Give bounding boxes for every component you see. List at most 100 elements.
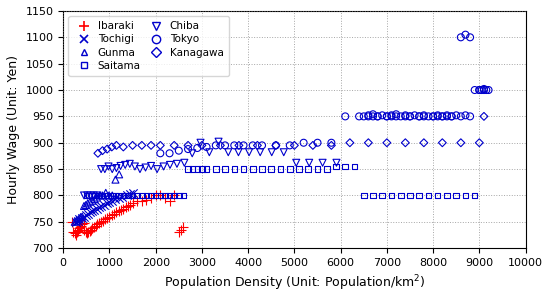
Saitama	[249, 167, 257, 172]
Gunma	[98, 193, 107, 198]
Saitama	[119, 193, 128, 198]
Saitama	[111, 193, 120, 198]
Ibaraki	[72, 230, 81, 235]
Kanagawa	[112, 143, 121, 148]
Tochigi	[85, 210, 94, 215]
Saitama	[156, 193, 164, 198]
Gunma	[111, 177, 120, 182]
Tokyo	[382, 114, 391, 119]
Ibaraki	[156, 193, 164, 198]
Tokyo	[387, 114, 396, 119]
Gunma	[101, 190, 110, 195]
Gunma	[74, 217, 83, 222]
Saitama	[313, 167, 322, 172]
Chiba	[86, 193, 95, 198]
Tokyo	[230, 143, 239, 148]
Tokyo	[174, 148, 183, 153]
Chiba	[166, 163, 174, 167]
Kanagawa	[401, 140, 410, 145]
Kanagawa	[327, 143, 336, 148]
Tokyo	[221, 143, 229, 148]
Ibaraki	[138, 198, 146, 203]
Saitama	[103, 193, 112, 198]
Kanagawa	[103, 147, 112, 152]
Tokyo	[484, 88, 493, 92]
Ibaraki	[93, 222, 102, 227]
Chiba	[245, 150, 254, 154]
Tokyo	[433, 113, 442, 118]
Chiba	[116, 164, 125, 168]
Ibaraki	[86, 227, 95, 232]
Saitama	[368, 193, 377, 198]
Ibaraki	[80, 227, 89, 232]
Saitama	[387, 193, 396, 198]
Kanagawa	[290, 143, 299, 148]
Ibaraki	[126, 202, 135, 207]
Tokyo	[359, 114, 368, 119]
Ibaraki	[151, 193, 160, 198]
Chiba	[101, 167, 109, 172]
Ibaraki	[89, 225, 98, 230]
Ibaraki	[142, 197, 151, 202]
Chiba	[130, 164, 139, 169]
Ibaraki	[107, 213, 116, 218]
Ibaraki	[98, 218, 107, 223]
Kanagawa	[420, 140, 428, 145]
Kanagawa	[170, 143, 179, 148]
Saitama	[179, 193, 188, 198]
Chiba	[97, 167, 106, 172]
Saitama	[124, 193, 133, 198]
Chiba	[147, 164, 156, 168]
Saitama	[295, 167, 304, 172]
Tokyo	[401, 113, 410, 118]
Tokyo	[272, 143, 280, 148]
Tokyo	[428, 114, 437, 119]
Tokyo	[420, 113, 428, 118]
Kanagawa	[364, 140, 373, 145]
Saitama	[359, 193, 368, 198]
Tokyo	[257, 143, 266, 148]
Tokyo	[249, 143, 257, 148]
Tokyo	[438, 114, 447, 119]
Ibaraki	[119, 206, 128, 211]
Tochigi	[102, 201, 111, 206]
Saitama	[341, 164, 350, 169]
Tokyo	[364, 114, 373, 119]
Ibaraki	[79, 220, 88, 225]
Ibaraki	[114, 209, 123, 214]
Kanagawa	[119, 145, 128, 149]
Ibaraki	[72, 232, 80, 237]
Chiba	[196, 140, 205, 145]
Saitama	[101, 193, 109, 198]
Kanagawa	[272, 143, 280, 148]
Tokyo	[378, 113, 387, 118]
Ibaraki	[170, 193, 179, 198]
Ibaraki	[84, 230, 92, 235]
Tokyo	[415, 114, 424, 119]
Kanagawa	[197, 143, 206, 148]
Gunma	[88, 198, 97, 203]
Kanagawa	[147, 143, 156, 148]
Saitama	[115, 193, 124, 198]
Chiba	[121, 163, 130, 167]
Ibaraki	[73, 229, 82, 234]
Chiba	[141, 165, 150, 170]
Saitama	[424, 193, 433, 198]
Chiba	[292, 160, 301, 165]
Tochigi	[73, 218, 82, 223]
Gunma	[84, 201, 92, 206]
Tokyo	[466, 35, 475, 40]
Saitama	[304, 167, 312, 172]
Gunma	[90, 197, 99, 202]
Chiba	[108, 167, 117, 172]
Ibaraki	[81, 230, 90, 235]
Chiba	[93, 193, 102, 198]
Ibaraki	[70, 231, 79, 236]
Saitama	[452, 193, 460, 198]
Saitama	[332, 164, 340, 169]
Tokyo	[452, 113, 460, 118]
Ibaraki	[69, 230, 78, 235]
Ibaraki	[75, 226, 84, 230]
Tokyo	[456, 114, 465, 119]
Tokyo	[313, 140, 322, 145]
